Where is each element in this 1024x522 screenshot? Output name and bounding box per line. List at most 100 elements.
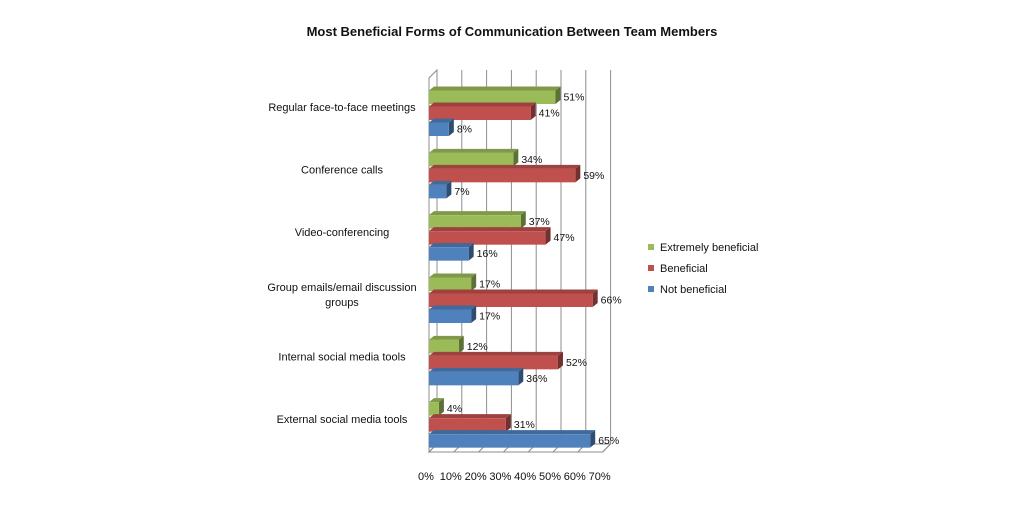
legend-item: Beneficial xyxy=(648,263,708,275)
bar-end xyxy=(513,148,519,167)
bar-front xyxy=(429,122,449,136)
data-label: 8% xyxy=(457,124,472,136)
bar xyxy=(429,414,511,432)
bar-front xyxy=(429,339,459,354)
bar-end xyxy=(448,118,454,136)
bar xyxy=(429,102,536,120)
x-tick-label: 10% xyxy=(440,471,462,483)
bar-front xyxy=(429,247,469,261)
data-label: 47% xyxy=(554,232,575,244)
bar-end xyxy=(520,211,526,229)
bar xyxy=(429,430,596,448)
x-tick-label: 50% xyxy=(539,471,561,483)
category-label: Conference calls xyxy=(301,165,383,177)
bar-top xyxy=(429,273,477,278)
data-label: 65% xyxy=(598,435,619,447)
bar-front xyxy=(429,90,556,104)
bar-top xyxy=(429,180,452,185)
data-label: 16% xyxy=(477,248,498,260)
bar-end xyxy=(575,164,581,183)
bar xyxy=(429,180,452,199)
bar xyxy=(429,398,444,416)
bar-front xyxy=(429,168,576,183)
bar-front xyxy=(429,402,439,416)
bar-end xyxy=(530,102,536,120)
bar-end xyxy=(438,398,444,416)
bar-front xyxy=(429,309,472,323)
bar-end xyxy=(446,180,452,199)
plot-area: 0% 10% 20% 30% 40% 50% 60% 70% 51%41% 8% Regular f… xyxy=(267,68,622,483)
bar xyxy=(429,148,519,167)
bar-top xyxy=(429,227,551,232)
bar-front xyxy=(429,418,506,432)
data-label: 17% xyxy=(479,311,500,323)
legend-swatch xyxy=(648,244,654,250)
bar-top xyxy=(429,351,563,356)
data-label: 52% xyxy=(566,357,587,369)
bar xyxy=(429,305,477,323)
bar-top xyxy=(429,305,477,310)
bar-front xyxy=(429,434,591,448)
x-tick-label: 0% xyxy=(418,471,434,483)
bar xyxy=(429,211,526,229)
bar-top xyxy=(429,430,596,435)
bar xyxy=(429,227,551,245)
x-tick-label: 20% xyxy=(465,471,487,483)
bar-end xyxy=(458,335,464,354)
data-label: 17% xyxy=(479,279,500,291)
x-tick-label: 70% xyxy=(589,471,611,483)
x-tick-label: 40% xyxy=(514,471,536,483)
bar-end xyxy=(518,367,524,386)
data-label: 37% xyxy=(529,216,550,228)
data-label: 66% xyxy=(601,295,622,307)
data-label: 51% xyxy=(563,92,584,104)
bar xyxy=(429,273,477,291)
legend: Extremely beneficial Beneficial Not benefi… xyxy=(648,242,758,296)
bar-top xyxy=(429,398,444,403)
data-label: 31% xyxy=(514,419,535,431)
bar-top xyxy=(429,211,526,216)
bar-front xyxy=(429,215,521,229)
data-label: 4% xyxy=(447,403,462,415)
bar-top xyxy=(429,289,598,294)
legend-item: Extremely beneficial xyxy=(648,242,758,254)
bar-front xyxy=(429,371,519,386)
bar-front xyxy=(429,184,447,199)
bar-front xyxy=(429,293,593,307)
bar-top xyxy=(429,335,464,340)
category-label: Internal social media tools xyxy=(278,352,406,364)
data-label: 7% xyxy=(454,186,469,198)
bar-end xyxy=(555,86,561,104)
bar-end xyxy=(471,273,477,291)
bar xyxy=(429,243,474,261)
gridline-floor xyxy=(602,443,611,453)
bar-top xyxy=(429,164,581,169)
bar-end xyxy=(505,414,511,432)
bar-top xyxy=(429,118,454,123)
bar-front xyxy=(429,106,531,120)
bar-end xyxy=(468,243,474,261)
bar-end xyxy=(557,351,563,370)
bar-top xyxy=(429,367,524,372)
bar-end xyxy=(590,430,596,448)
legend-swatch xyxy=(648,286,654,292)
bar-top xyxy=(429,414,511,419)
bar xyxy=(429,351,563,370)
bar-end xyxy=(545,227,551,245)
legend-label: Extremely beneficial xyxy=(660,242,758,254)
bar-front xyxy=(429,277,472,291)
chart-title: Most Beneficial Forms of Communication B… xyxy=(307,24,718,39)
category-label: Video-conferencing xyxy=(295,227,390,239)
bar xyxy=(429,164,581,183)
bar-end xyxy=(471,305,477,323)
bar-front xyxy=(429,231,546,245)
category-label: Regular face-to-face meetings xyxy=(268,102,416,114)
x-tick-label: 30% xyxy=(489,471,511,483)
category-label: Group emails/email discussion groups xyxy=(267,282,416,309)
category-label: External social media tools xyxy=(277,414,408,426)
bar xyxy=(429,86,561,104)
data-label: 34% xyxy=(521,154,542,166)
legend-label: Beneficial xyxy=(660,263,708,275)
bar xyxy=(429,289,598,307)
bar xyxy=(429,118,454,136)
